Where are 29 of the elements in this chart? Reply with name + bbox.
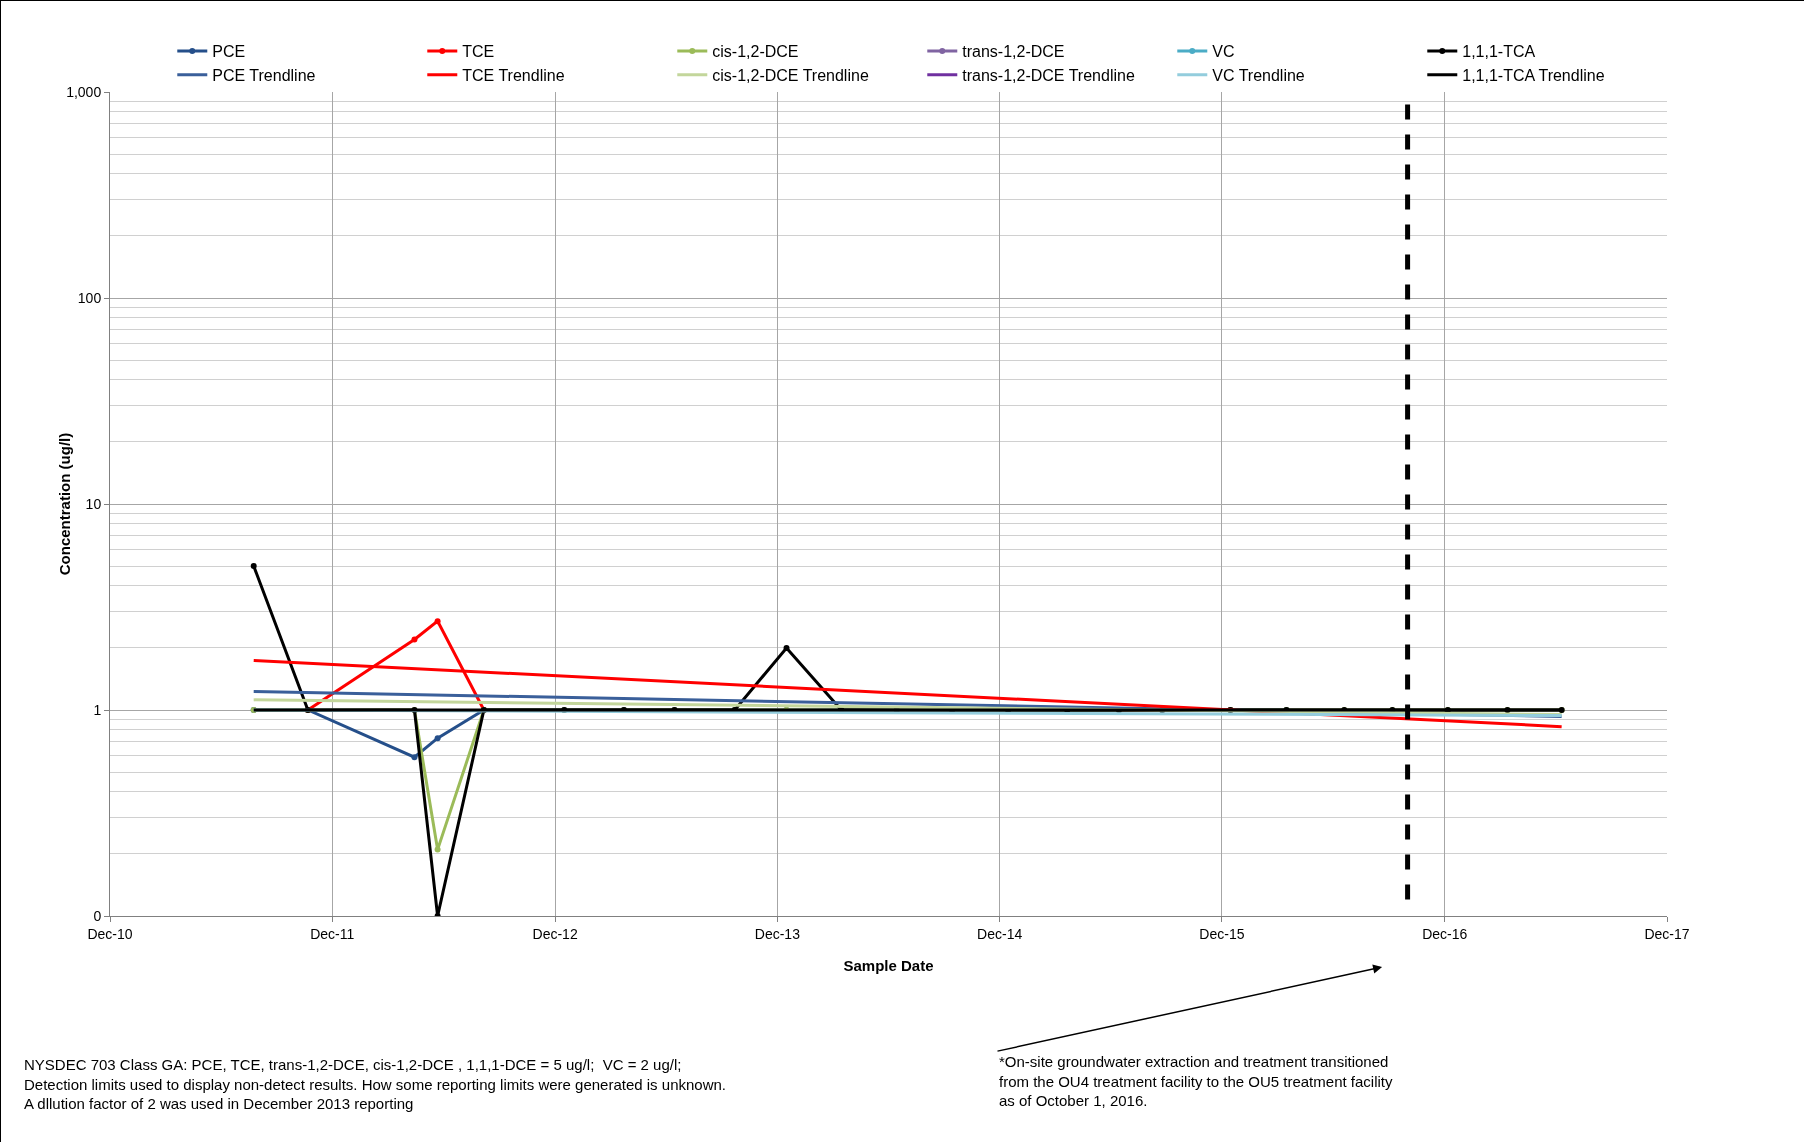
x-tick-label: Dec-11 xyxy=(310,925,355,942)
x-tick-label: Dec-13 xyxy=(754,925,801,942)
legend-label: cis-1,2-DCE xyxy=(712,43,799,61)
legend-label: TCE xyxy=(462,43,495,61)
x-tick-label: Dec-17 xyxy=(1644,925,1690,942)
text: NYSDEC 703 Class GA: PCE, TCE, trans-1,2-DCE, cis-1,2-DCE , 1,1,1-DCE = 5 ug/l; VC = 2 ug/l; Detection limits used to display non-detect results. How some reporting limits were generated is unknown. A dllution factor of 2 was used in December 2013 reporting xyxy=(24,1056,726,1112)
x-tick-label: Dec-15 xyxy=(1199,925,1245,942)
y-tick-label: 100 xyxy=(77,289,102,306)
legend-label: trans-1,2-DCE Trendline xyxy=(962,66,1135,84)
x-tick-label: Dec-12 xyxy=(532,925,578,942)
x-tick-label: Dec-16 xyxy=(1422,925,1468,942)
legend-label: 1,1,1-TCA Trendline xyxy=(1462,66,1605,84)
legend-label: PCE xyxy=(212,43,246,61)
y-tick-label: 1,000 xyxy=(66,83,102,100)
legend-label: cis-1,2-DCE Trendline xyxy=(712,66,869,84)
x-tick-label: Dec-14 xyxy=(977,925,1023,942)
y-tick-label: 1 xyxy=(93,701,102,718)
y-tick-label: 0 xyxy=(93,907,102,924)
x-axis-title: Sample Date xyxy=(843,957,934,974)
y-tick-label: 10 xyxy=(85,495,102,512)
y-axis-title: Concentration (ug/l) xyxy=(56,432,73,576)
legend-label: TCE Trendline xyxy=(462,66,565,84)
x-tick-label: Dec-10 xyxy=(87,925,133,942)
legend-label: VC Trendline xyxy=(1212,66,1305,84)
legend-label: trans-1,2-DCE xyxy=(962,43,1065,61)
legend-label: PCE Trendline xyxy=(212,66,316,84)
text: *On-site groundwater extraction and treatment transitioned from the OU4 treatment facility to the OU5 treatment facility as of October 1, 2016. xyxy=(999,1053,1393,1109)
legend-label: 1,1,1-TCA xyxy=(1462,43,1536,61)
legend-label: VC xyxy=(1212,43,1235,61)
